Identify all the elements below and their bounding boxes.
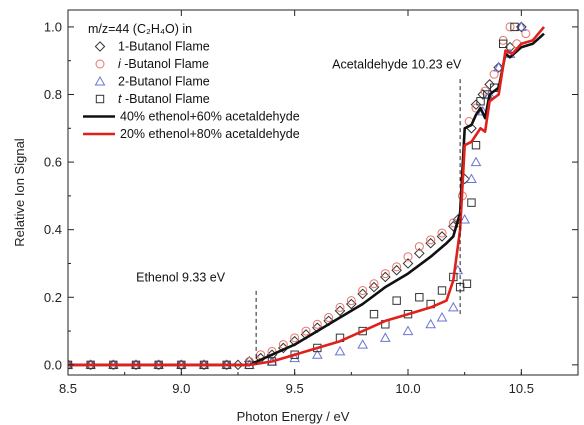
- data-point: [467, 198, 476, 207]
- legend-label: i -Butanol Flame: [118, 57, 209, 71]
- data-point: [426, 235, 436, 245]
- data-point: [334, 305, 346, 317]
- plot-frame: [67, 9, 579, 376]
- data-point: [499, 39, 508, 48]
- data-point: [289, 352, 301, 363]
- x-tick-label: 10.5: [509, 381, 534, 396]
- legend-label: 40% ethenol+60% acetaldehyde: [120, 110, 300, 124]
- data-point: [301, 326, 311, 336]
- legend-label: t -Butanol Flame: [118, 92, 210, 106]
- data-point: [415, 293, 424, 302]
- legend-marker: [94, 41, 106, 52]
- data-point: [379, 332, 391, 342]
- data-point: [130, 359, 142, 371]
- y-tick-label: 0.8: [44, 87, 62, 102]
- legend-label-italic: t: [118, 92, 122, 106]
- data-point: [402, 258, 414, 269]
- data-point: [324, 313, 334, 323]
- legend-marker: [95, 94, 105, 104]
- y-tick-label: 1.0: [44, 19, 62, 34]
- data-point: [380, 271, 391, 283]
- data-point: [462, 279, 472, 288]
- legend-label-rest: -Butanol Flame: [121, 57, 209, 71]
- data-point: [447, 301, 459, 312]
- threshold-label-1: Acetaldehyde 10.23 eV: [332, 58, 462, 72]
- data-point: [198, 359, 210, 371]
- data-point: [515, 21, 527, 31]
- data-point: [278, 342, 289, 354]
- data-point: [493, 61, 505, 72]
- legend-label-italic: i: [118, 57, 122, 71]
- legend-label: 2-Butanol Flame: [118, 75, 210, 89]
- data-point: [108, 359, 119, 371]
- y-tick-label: 0.6: [44, 155, 62, 170]
- data-point: [436, 231, 448, 242]
- data-point: [392, 296, 401, 305]
- data-point: [368, 281, 380, 293]
- legend-marker: [95, 59, 105, 69]
- data-point: [392, 262, 402, 272]
- data-point: [510, 22, 519, 32]
- data-point: [358, 286, 368, 296]
- x-tick-label: 9.5: [286, 381, 304, 396]
- threshold-label-0: Ethenol 9.33 eV: [136, 271, 226, 285]
- data-point: [290, 333, 300, 343]
- data-point: [414, 242, 424, 252]
- data-point: [346, 296, 356, 306]
- data-point: [425, 237, 436, 249]
- x-axis-title: Photon Energy / eV: [237, 409, 350, 424]
- x-tick-label: 8.5: [59, 381, 77, 396]
- legend-label: 20% ethenol+80% acetaldehyde: [120, 127, 300, 141]
- y-tick-label: 0.2: [44, 290, 62, 305]
- legend-marker: [94, 75, 106, 86]
- data-point: [369, 279, 379, 289]
- data-point: [414, 248, 425, 259]
- data-point: [437, 286, 447, 295]
- data-point: [436, 312, 448, 322]
- x-tick-label: 10.0: [395, 381, 420, 396]
- data-point: [471, 140, 481, 150]
- data-point: [470, 156, 482, 167]
- y-axis-title: Relative Ion Signal: [12, 138, 27, 247]
- data-point: [459, 214, 471, 224]
- data-point: [358, 326, 367, 336]
- data-point: [380, 269, 390, 279]
- data-point: [221, 359, 232, 371]
- data-point: [484, 79, 495, 90]
- data-point: [335, 302, 345, 312]
- y-tick-label: 0.4: [44, 222, 62, 237]
- data-point: [476, 97, 485, 106]
- data-point: [470, 99, 482, 110]
- data-point: [369, 309, 379, 319]
- data-point: [357, 339, 369, 349]
- x-tick-label: 9.0: [172, 381, 190, 396]
- data-point: [68, 359, 74, 371]
- y-tick-label: 0.0: [44, 357, 62, 372]
- legend-label-rest: -Butanol Flame: [121, 92, 209, 106]
- data-point: [311, 349, 323, 359]
- data-point: [153, 359, 164, 371]
- data-point: [493, 62, 504, 73]
- data-point: [391, 264, 402, 276]
- data-point: [505, 22, 515, 32]
- data-point: [334, 345, 346, 356]
- legend-title: m/z=44 (C₂H₄O) in: [88, 22, 192, 36]
- data-point: [425, 318, 437, 329]
- legend-label: 1-Butanol Flame: [118, 40, 210, 54]
- data-point: [437, 228, 447, 238]
- data-point: [403, 252, 413, 262]
- data-point: [357, 288, 368, 300]
- data-point: [346, 298, 357, 310]
- data-point: [402, 325, 414, 336]
- data-point: [85, 359, 96, 371]
- data-point: [466, 173, 477, 183]
- data-point: [232, 359, 244, 371]
- data-point: [477, 89, 489, 100]
- data-point: [312, 319, 322, 329]
